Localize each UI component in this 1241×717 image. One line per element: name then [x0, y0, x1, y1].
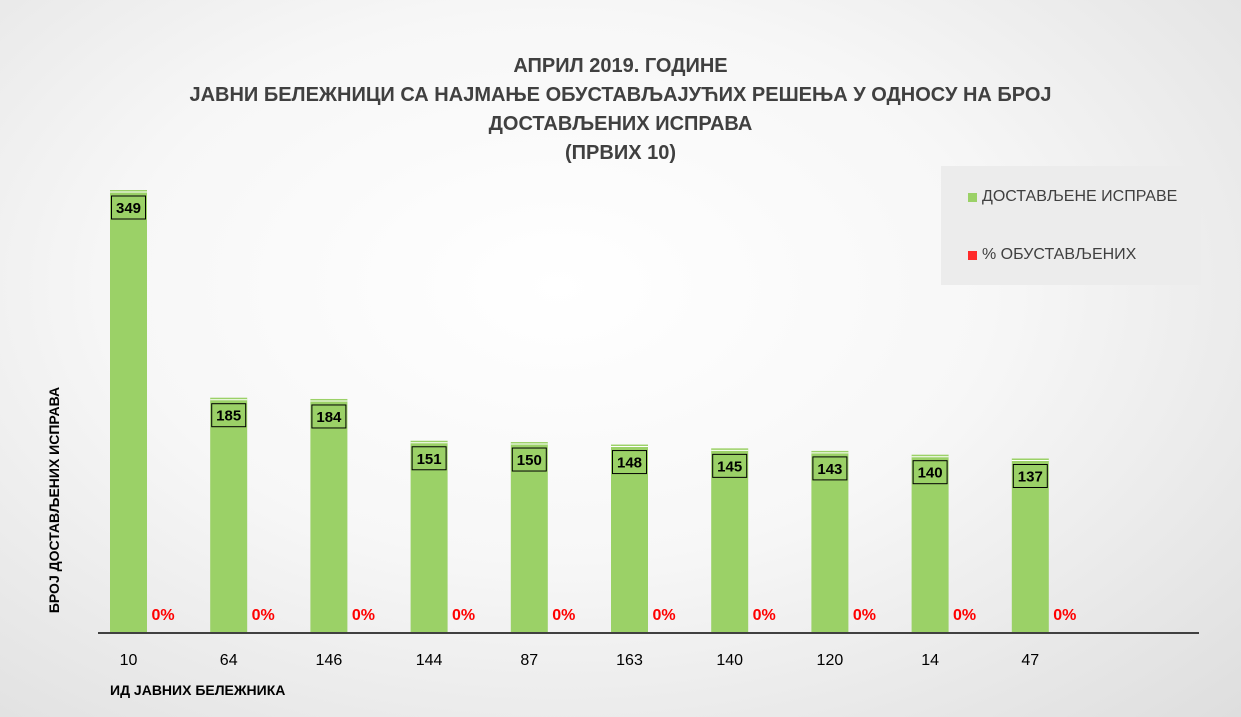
bar [410, 440, 448, 632]
bar-value-label: 184 [316, 409, 342, 426]
x-tick-label: 163 [616, 652, 643, 669]
bar [110, 190, 147, 632]
x-tick-label: 87 [520, 652, 538, 669]
x-tick-label: 64 [220, 652, 238, 669]
x-tick-label: 120 [817, 652, 844, 669]
bar [811, 450, 849, 632]
bar-value-label: 349 [116, 200, 141, 217]
percent-label: 0% [652, 607, 675, 624]
bar [611, 444, 648, 632]
bar-value-box [912, 460, 948, 485]
title-line-4: (ПРВИХ 10) [565, 142, 676, 164]
percent-label: 0% [953, 607, 976, 624]
bar [210, 397, 248, 632]
percent-label: 0% [252, 607, 275, 624]
bar-value-box [111, 195, 146, 220]
bar [310, 398, 348, 632]
bar [711, 448, 749, 632]
legend-label-suspended: % ОБУСТАВЉЕНИХ [982, 246, 1137, 263]
bar-value-label: 137 [1018, 468, 1043, 485]
legend-item-documents: ДОСТАВЉЕНЕ ИСПРАВЕ [968, 188, 1177, 206]
bar-value-label: 145 [717, 458, 742, 475]
x-axis-label: ИД ЈАВНИХ БЕЛЕЖНИКА [110, 682, 286, 698]
title-line-2: ЈАВНИ БЕЛЕЖНИЦИ СА НАЈМАЊЕ ОБУСТАВЉАЈУЋИ… [189, 84, 1052, 106]
bar [911, 454, 949, 632]
x-tick-label: 10 [120, 652, 138, 669]
legend-item-suspended: % ОБУСТАВЉЕНИХ [968, 246, 1136, 264]
x-tick-label: 146 [316, 652, 343, 669]
title-line-3: ДОСТАВЉЕНИХ ИСПРАВА [488, 113, 753, 135]
x-tick-label: 47 [1021, 652, 1039, 669]
x-tick-label: 140 [716, 652, 743, 669]
bar-value-box [311, 404, 347, 429]
bar-value-box [712, 453, 748, 478]
bar-value-box [511, 447, 547, 472]
title-line-1: АПРИЛ 2019. ГОДИНЕ [513, 55, 728, 77]
legend-swatch-documents [968, 192, 977, 202]
bar-value-label: 148 [617, 455, 642, 472]
legend-label-documents: ДОСТАВЉЕНЕ ИСПРАВЕ [982, 188, 1178, 205]
legend: ДОСТАВЉЕНЕ ИСПРАВЕ % ОБУСТАВЉЕНИХ [941, 166, 1201, 285]
bar-value-box [612, 450, 647, 475]
percent-label: 0% [352, 607, 375, 624]
bar-value-box [211, 403, 247, 428]
percent-label: 0% [552, 607, 575, 624]
percent-label: 0% [853, 607, 876, 624]
percent-label: 0% [753, 607, 776, 624]
x-tick-label: 14 [921, 652, 939, 669]
chart-title: АПРИЛ 2019. ГОДИНЕ ЈАВНИ БЕЛЕЖНИЦИ СА НА… [0, 52, 1241, 168]
legend-swatch-suspended [968, 250, 977, 260]
percent-label: 0% [151, 607, 174, 624]
percent-label: 0% [1053, 607, 1076, 624]
bar-value-box [411, 446, 447, 471]
bar-value-label: 185 [216, 408, 241, 425]
bar-value-label: 143 [817, 461, 842, 478]
percent-label: 0% [452, 607, 475, 624]
bar-value-label: 150 [517, 452, 542, 469]
bar-value-box [1012, 463, 1048, 488]
bar [510, 442, 548, 632]
x-tick-label: 144 [416, 652, 443, 669]
bar-value-label: 151 [417, 451, 442, 468]
bar-value-box [812, 456, 848, 481]
bar-value-label: 140 [918, 465, 943, 482]
